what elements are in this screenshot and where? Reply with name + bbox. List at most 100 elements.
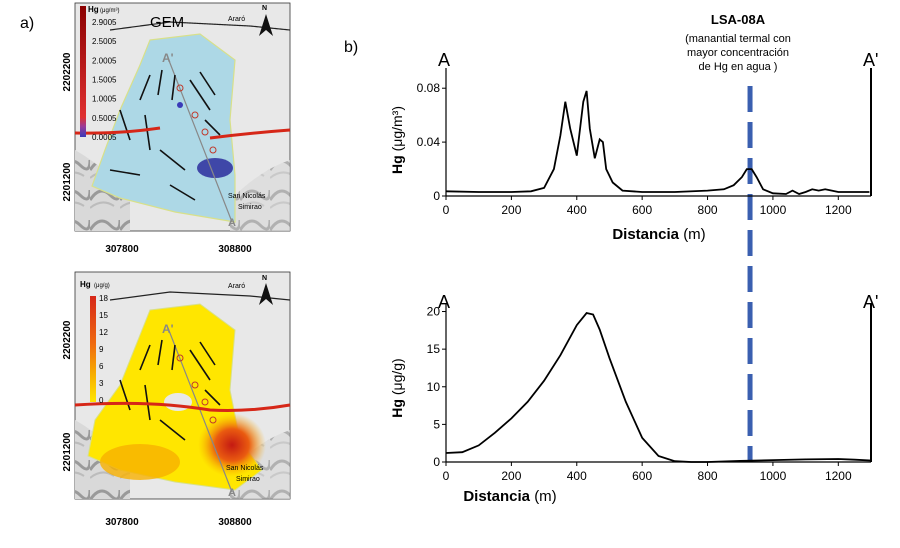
map-gas-legend-value: 0.5005 xyxy=(92,114,117,123)
map-soil-legend-title: Hg xyxy=(80,280,91,289)
map-gas-north-label: N xyxy=(262,5,267,12)
map-soil-legend-value: 15 xyxy=(99,311,108,320)
map-soil-town-bottom-2: Simirao xyxy=(236,476,260,483)
map-gas-title: GEM xyxy=(150,14,184,31)
chart-soil-x-label-unit: (m) xyxy=(534,488,557,505)
chart-gas-y-label-unit: (μg/m³) xyxy=(389,106,405,151)
map-soil-high-zone xyxy=(198,413,266,477)
map-soil-north-label: N xyxy=(262,275,267,282)
chart-soil-x-tick-label: 1200 xyxy=(825,469,852,483)
map-gas-legend-value: 2.5005 xyxy=(92,37,117,46)
map-gas-high-spot xyxy=(177,102,183,108)
map-gas-terrain-right xyxy=(230,160,290,231)
chart-gas-x-tick-label: 600 xyxy=(632,203,652,217)
map-soil-ytick-1: 2202200 xyxy=(62,320,73,359)
annotation-line-2: mayor concentración xyxy=(687,47,789,59)
chart-soil-y-tick-label: 20 xyxy=(427,305,441,319)
annotation-line-1: (manantial termal con xyxy=(685,33,791,45)
chart-soil-x-tick-label: 600 xyxy=(632,469,652,483)
chart-soil-x-tick-label: 1000 xyxy=(760,469,787,483)
map-gas-high-zone xyxy=(197,158,233,178)
chart-soil-x-tick-label: 400 xyxy=(567,469,587,483)
chart-gas-x-label-main: Distancia xyxy=(612,226,679,243)
map-gas-road-right xyxy=(209,128,291,140)
map-soil-hg: Hg (μg/g) 18 15 12 9 6 3 0 Araró N A' A San Ni… xyxy=(62,271,291,528)
chart-soil-y-tick-label: 10 xyxy=(427,380,441,394)
map-soil-legend-value: 18 xyxy=(99,294,108,303)
map-soil-profile-start: A' xyxy=(162,322,174,336)
chart-soil-x-label-main: Distancia xyxy=(463,488,530,505)
map-soil-legend-value: 6 xyxy=(99,362,104,371)
map-soil-legend-value: 3 xyxy=(99,379,104,388)
chart-soil-y-tick-label: 15 xyxy=(427,342,441,356)
map-soil-xtick-1: 307800 xyxy=(105,517,139,528)
panel-b-label: b) xyxy=(344,39,358,56)
chart-soil-y-label-main: Hg xyxy=(389,399,405,418)
chart-soil-start-label: A xyxy=(438,292,450,312)
chart-gas-y-ticks: 0 0.04 0.08 xyxy=(417,81,446,203)
map-soil-springs xyxy=(176,354,217,424)
chart-gas-x-tick-label: 0 xyxy=(443,203,450,217)
chart-gas-x-label-unit: (m) xyxy=(683,226,706,243)
map-gas-xtick-1: 307800 xyxy=(105,244,139,255)
map-gas-north-arrow-icon xyxy=(259,14,273,36)
map-gas-springs xyxy=(176,84,217,154)
map-soil-legend-value: 0 xyxy=(99,396,104,405)
map-gas-town-bottom-2: Simirao xyxy=(238,204,262,211)
map-gas-xtick-2: 308800 xyxy=(218,244,252,255)
chart-gas-profile: 0 200 400 600 800 1000 1200 0 0.04 0.08 A A' Hg … xyxy=(389,50,878,243)
map-gas-legend-value: 2.9005 xyxy=(92,18,117,27)
map-soil-legend-value: 9 xyxy=(99,345,104,354)
chart-soil-x-tick-label: 200 xyxy=(501,469,521,483)
map-gas-hg: Hg (μg/m³) 2.9005 2.5005 2.0005 1.5005 1.000… xyxy=(62,2,291,255)
map-gas-legend-value: 2.0005 xyxy=(92,56,117,65)
map-gas-ytick-2: 2201200 xyxy=(62,162,73,201)
chart-gas-end-label: A' xyxy=(863,50,878,70)
map-soil-mid-zone xyxy=(100,444,180,480)
chart-gas-x-label: Distancia (m) xyxy=(612,226,705,243)
map-gas-legend-value: 0.0005 xyxy=(92,133,117,142)
map-soil-road xyxy=(74,401,291,412)
panel-a-label: a) xyxy=(20,15,34,32)
chart-gas-y-label-main: Hg xyxy=(389,155,405,174)
map-gas-town-bottom-1: San Nicolás xyxy=(228,193,266,200)
chart-soil-y-tick-label: 5 xyxy=(433,417,440,431)
map-soil-faults xyxy=(119,339,221,441)
chart-gas-y-tick-label: 0.08 xyxy=(417,81,441,95)
chart-gas-x-tick-label: 1200 xyxy=(825,203,852,217)
map-gas-faults xyxy=(109,69,221,201)
map-soil-town-top: Araró xyxy=(228,283,245,290)
map-gas-legend-unit: (μg/m³) xyxy=(100,8,119,14)
map-soil-profile-end: A xyxy=(228,487,236,499)
map-gas-profile-start: A' xyxy=(162,51,174,65)
chart-gas-series-line xyxy=(445,90,870,195)
chart-gas-x-tick-label: 800 xyxy=(698,203,718,217)
annotation-line-3: de Hg en agua ) xyxy=(699,61,778,73)
spring-annotation: LSA-08A (manantial termal con mayor conc… xyxy=(685,12,791,462)
map-gas-town-top: Araró xyxy=(228,16,245,23)
chart-gas-y-tick-label: 0.04 xyxy=(417,135,441,149)
map-soil-legend-bar xyxy=(90,296,96,402)
chart-gas-start-label: A xyxy=(438,50,450,70)
map-soil-north-arrow-icon xyxy=(259,283,273,305)
chart-soil-y-label-unit: (μg/g) xyxy=(389,358,405,395)
map-soil-legend-values: 18 15 12 9 6 3 0 xyxy=(99,294,108,405)
map-soil-xtick-2: 308800 xyxy=(218,517,252,528)
chart-gas-x-tick-label: 200 xyxy=(501,203,521,217)
map-gas-legend-value: 1.0005 xyxy=(92,95,117,104)
chart-soil-x-label: Distancia (m) xyxy=(463,488,556,505)
chart-gas-x-ticks: 0 200 400 600 800 1000 1200 xyxy=(443,196,852,217)
chart-soil-x-tick-label: 800 xyxy=(698,469,718,483)
map-soil-ytick-2: 2201200 xyxy=(62,432,73,471)
map-gas-ytick-1: 2202200 xyxy=(62,52,73,91)
chart-soil-series-line xyxy=(445,311,872,463)
map-gas-legend-value: 1.5005 xyxy=(92,76,117,85)
chart-soil-x-tick-label: 0 xyxy=(443,469,450,483)
chart-gas-x-tick-label: 1000 xyxy=(760,203,787,217)
map-gas-legend-values: 2.9005 2.5005 2.0005 1.5005 1.0005 0.5005 0.00… xyxy=(92,18,117,142)
chart-soil-x-ticks: 0 200 400 600 800 1000 1200 xyxy=(443,462,852,483)
chart-gas-x-tick-label: 400 xyxy=(567,203,587,217)
map-soil-legend-unit: (μg/g) xyxy=(94,283,110,289)
chart-soil-end-label: A' xyxy=(863,292,878,312)
